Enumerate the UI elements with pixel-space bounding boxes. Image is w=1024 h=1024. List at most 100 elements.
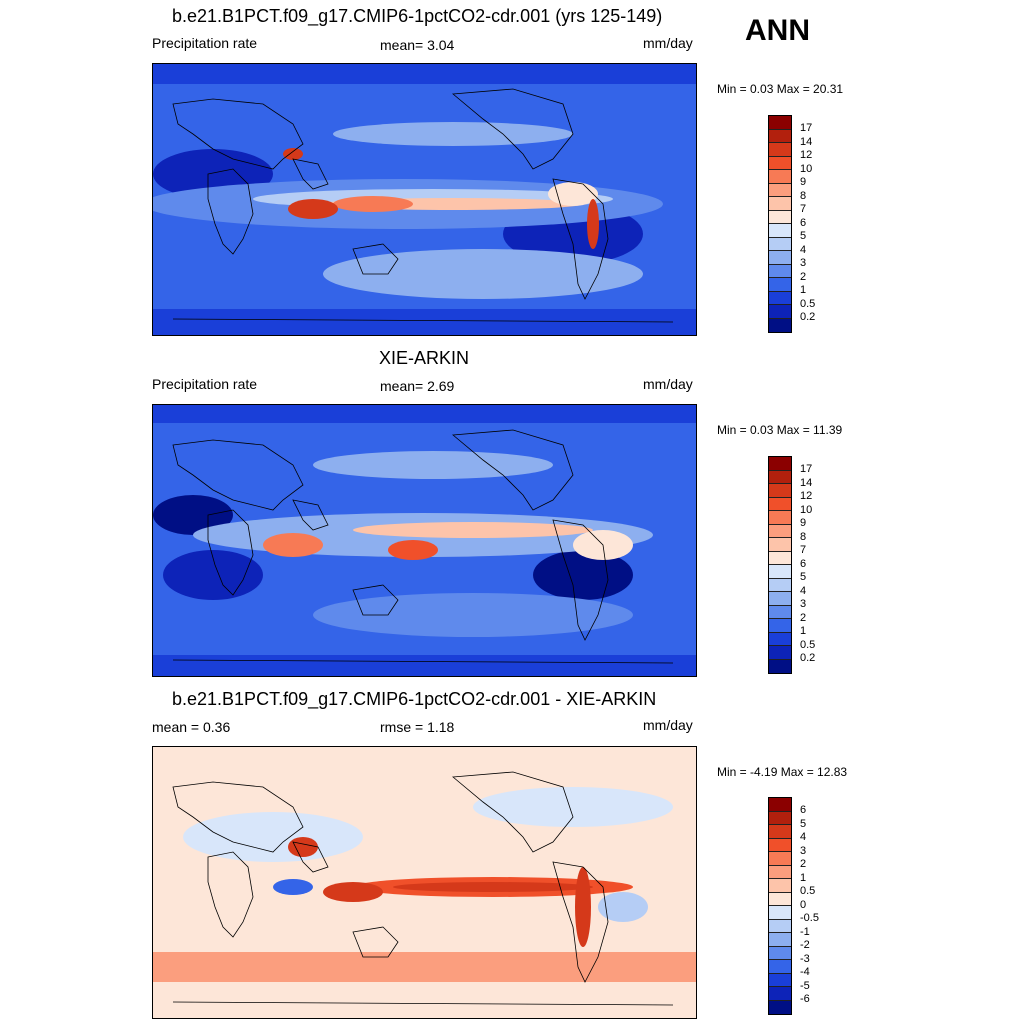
colorbar-swatch <box>769 278 791 292</box>
contour-region <box>533 550 633 600</box>
panel-1-colorbar <box>768 115 792 334</box>
colorbar-tick-label: 14 <box>800 135 813 148</box>
colorbar-swatch <box>769 892 791 907</box>
colorbar-tick-label: 9 <box>800 176 807 189</box>
season-label: ANN <box>745 14 810 47</box>
colorbar-tick-label: 5 <box>800 571 807 584</box>
coastline <box>172 318 674 323</box>
colorbar-swatch <box>769 197 791 211</box>
contour-region <box>153 952 696 982</box>
panel-3-map <box>152 746 697 1019</box>
colorbar-swatch <box>769 632 791 647</box>
coastline <box>207 168 254 255</box>
colorbar-tick-label: -0.5 <box>800 912 819 925</box>
colorbar-swatch <box>769 865 791 880</box>
colorbar-tick-label: 14 <box>800 476 813 489</box>
contour-region <box>333 122 573 146</box>
contour-region <box>323 882 383 902</box>
colorbar-tick-label: -5 <box>800 979 810 992</box>
coastline <box>172 659 674 664</box>
colorbar-tick-label: 6 <box>800 804 807 816</box>
colorbar-swatch <box>769 852 791 866</box>
contour-region <box>153 64 696 84</box>
contour-region <box>323 249 643 299</box>
coastline <box>207 851 254 938</box>
colorbar-swatch <box>769 551 791 566</box>
colorbar-tick-label: 10 <box>800 162 813 175</box>
colorbar-swatch <box>769 511 791 525</box>
contour-region <box>548 182 598 206</box>
colorbar-swatch <box>769 811 791 826</box>
panel-3-colorbar <box>768 797 792 1016</box>
coastline <box>451 771 574 853</box>
contour-region <box>393 882 593 892</box>
contour-region <box>273 879 313 895</box>
contour-region <box>283 148 303 160</box>
contour-region <box>313 593 633 637</box>
colorbar-tick-label: 8 <box>800 189 807 202</box>
colorbar-swatch <box>769 973 791 988</box>
panel-1-map <box>152 63 697 336</box>
colorbar-swatch <box>769 156 791 171</box>
colorbar-tick-label: 4 <box>800 584 807 597</box>
panel-1-title: b.e21.B1PCT.f09_g17.CMIP6-1pctCO2-cdr.00… <box>172 6 663 26</box>
contour-region <box>313 451 553 479</box>
colorbar-tick-label: 12 <box>800 490 813 503</box>
panel-1-units-label: mm/day <box>643 35 693 51</box>
coastline <box>352 243 399 275</box>
colorbar-tick-label: 10 <box>800 503 813 516</box>
colorbar-tick-label: 1 <box>800 871 807 884</box>
colorbar-tick-label: 0.2 <box>800 652 816 665</box>
colorbar-swatch <box>769 143 791 157</box>
colorbar-tick-label: 0 <box>800 898 807 911</box>
colorbar-tick-label: 8 <box>800 530 807 543</box>
panel-2-title: XIE-ARKIN <box>379 348 470 368</box>
coastline <box>451 429 574 511</box>
colorbar-swatch <box>769 960 791 974</box>
contour-region <box>333 196 413 212</box>
colorbar-swatch <box>769 798 791 812</box>
panel-1-minmax: Min = 0.03 Max = 20.31 <box>717 82 844 96</box>
contour-region <box>153 655 696 676</box>
colorbar-swatch <box>769 497 791 512</box>
coastline <box>451 88 574 170</box>
colorbar-tick-label: -4 <box>800 966 810 979</box>
panel-3-mean-label: mean = 0.36 <box>152 719 231 735</box>
contour-region <box>575 867 591 947</box>
coastline <box>172 439 304 511</box>
colorbar-tick-label: 5 <box>800 230 807 243</box>
panel-3-rmse-label: rmse = 1.18 <box>380 719 455 735</box>
contour-region <box>388 540 438 560</box>
colorbar-tick-label: 17 <box>800 463 813 475</box>
colorbar-tick-label: 7 <box>800 203 807 216</box>
colorbar-swatch <box>769 538 791 552</box>
colorbar-swatch <box>769 659 791 674</box>
colorbar-tick-label: 7 <box>800 544 807 557</box>
panel-3-units-label: mm/day <box>643 717 693 733</box>
panel-3-minmax: Min = -4.19 Max = 12.83 <box>717 765 848 779</box>
colorbar-swatch <box>769 457 791 471</box>
colorbar-tick-label: 4 <box>800 831 807 844</box>
colorbar-swatch <box>769 919 791 934</box>
panel-1-variable-label: Precipitation rate <box>152 35 258 51</box>
colorbar-swatch <box>769 825 791 839</box>
colorbar-tick-label: 3 <box>800 844 807 857</box>
colorbar-swatch <box>769 210 791 225</box>
colorbar-swatch <box>769 470 791 485</box>
colorbar-tick-label: 12 <box>800 149 813 162</box>
colorbar-swatch <box>769 116 791 130</box>
contour-region <box>473 787 673 827</box>
colorbar-tick-label: 2 <box>800 858 807 871</box>
coastline <box>352 926 399 958</box>
coastline <box>292 499 329 531</box>
panel-1-mean-label: mean= 3.04 <box>380 37 455 53</box>
colorbar-tick-label: 2 <box>800 611 807 624</box>
colorbar-tick-label: -2 <box>800 939 810 952</box>
colorbar-swatch <box>769 619 791 633</box>
contour-region <box>288 199 338 219</box>
colorbar-swatch <box>769 838 791 853</box>
coastline <box>292 158 329 190</box>
coastline <box>172 781 304 853</box>
colorbar-tick-label: 9 <box>800 517 807 530</box>
colorbar-tick-label: 0.5 <box>800 638 816 651</box>
